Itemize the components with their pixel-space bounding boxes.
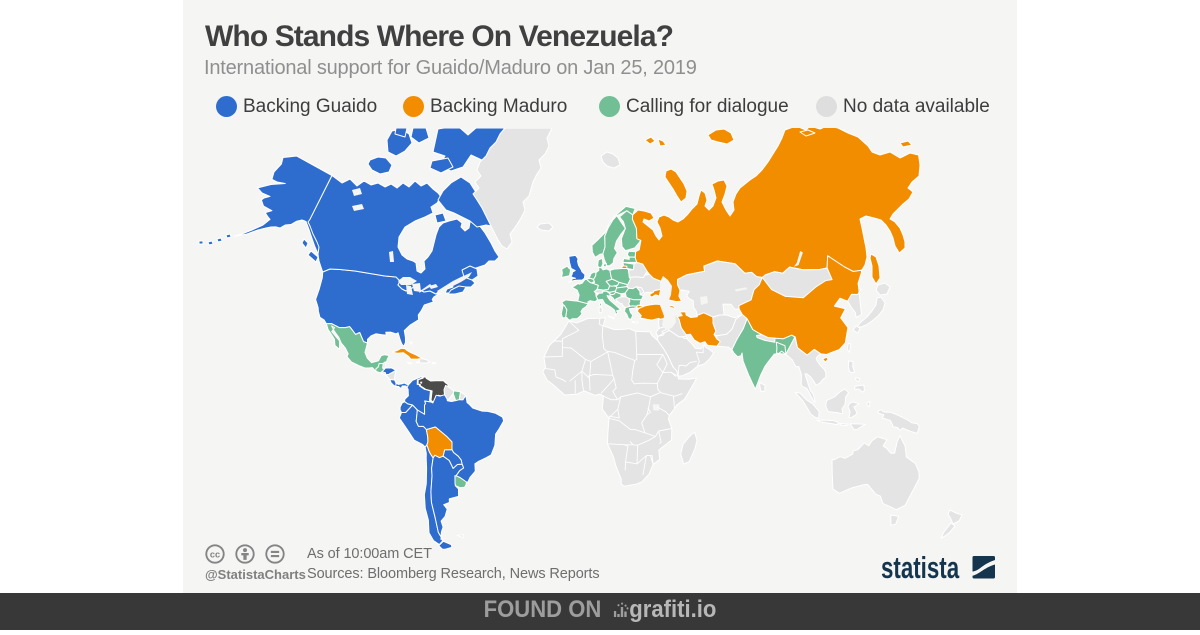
svg-text:cc: cc — [210, 549, 220, 559]
svg-text:statista: statista — [881, 551, 960, 585]
